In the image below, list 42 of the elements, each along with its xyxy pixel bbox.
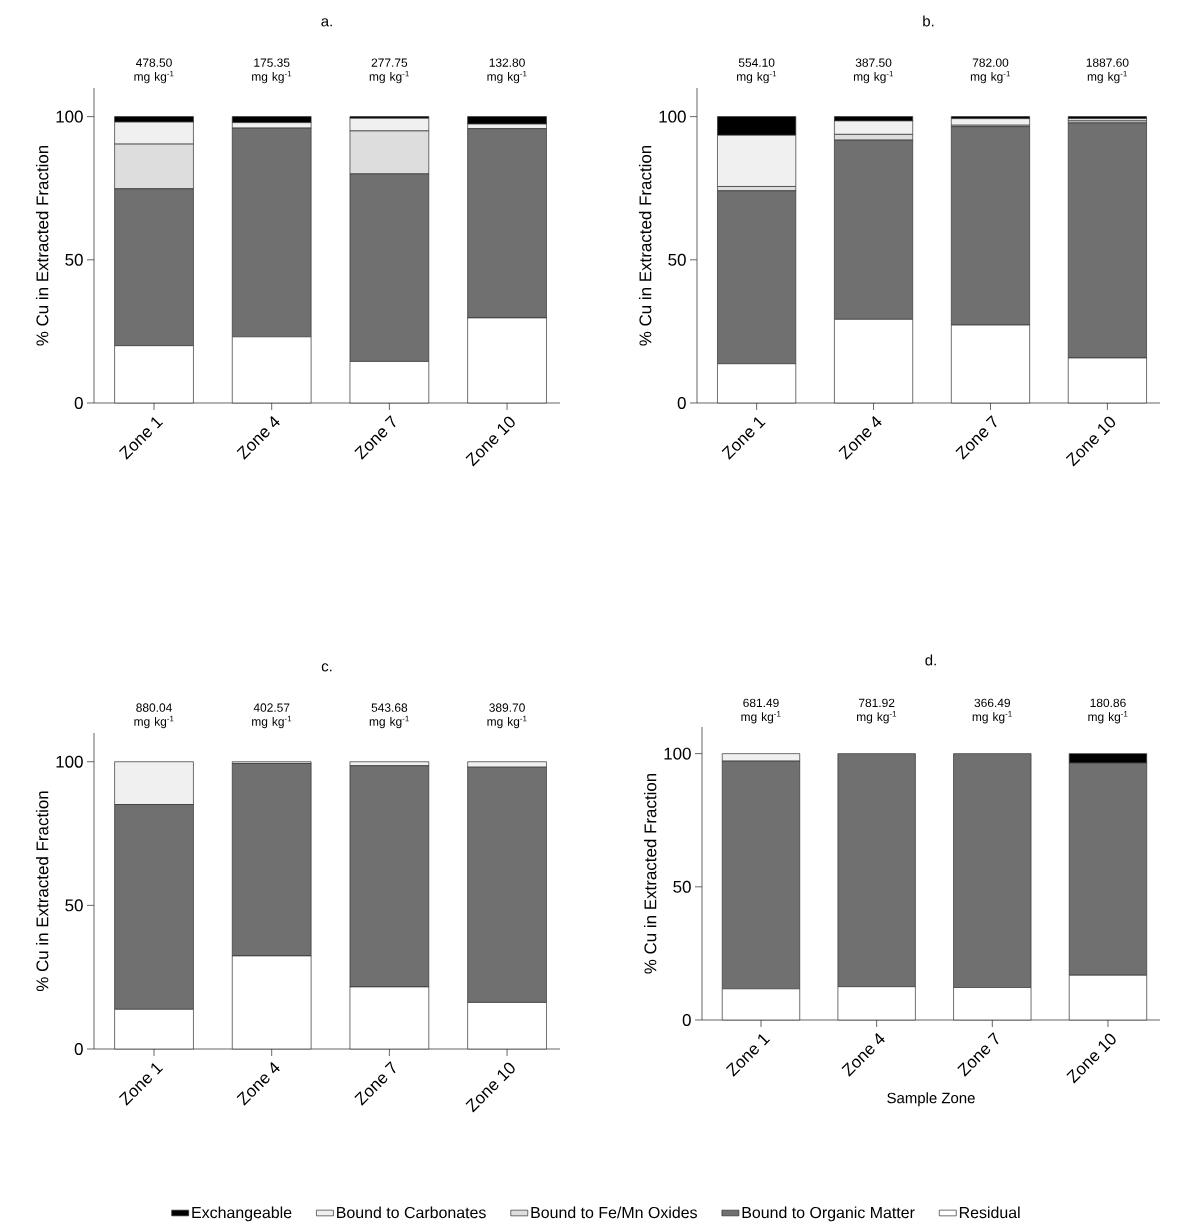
- y-tick-label: 100: [664, 747, 691, 760]
- text: 389.70 mg kg$^{-1}$: [487, 703, 527, 729]
- y-tick-label: 100: [56, 110, 83, 123]
- legend-label: Bound to Fe/Mn Oxides: [531, 1206, 697, 1219]
- text: 782.00 mg kg$^{-1}$: [970, 58, 1010, 84]
- text: 132.80 mg kg$^{-1}$: [487, 58, 527, 84]
- text: 554.10 mg kg$^{-1}$: [737, 58, 777, 84]
- y-tick-label: 0: [677, 396, 686, 409]
- text: 277.75 mg kg$^{-1}$: [369, 58, 409, 84]
- y-axis-title: % Cu in Extracted Fraction: [638, 145, 652, 346]
- y-tick-label: 100: [659, 110, 686, 123]
- text: 402.57 mg kg$^{-1}$: [252, 703, 292, 729]
- text: 387.50 mg kg$^{-1}$: [853, 58, 894, 84]
- y-tick-label: 100: [56, 755, 83, 768]
- y-tick-label: 50: [65, 253, 83, 266]
- chart-title: d.: [925, 654, 936, 666]
- y-tick-label: 50: [673, 880, 691, 893]
- y-tick-label: 50: [65, 899, 83, 912]
- y-axis-title: % Cu in Extracted Fraction: [35, 791, 49, 992]
- x-axis-title: Sample Zone: [887, 1092, 975, 1107]
- y-tick-label: 0: [682, 1014, 691, 1026]
- y-tick-label: 0: [74, 396, 83, 409]
- text: 366.49 mg kg$^{-1}$: [972, 698, 1012, 724]
- text: 781.92 mg kg$^{-1}$: [857, 698, 897, 724]
- legend-label: Residual: [959, 1206, 1020, 1219]
- text: 478.50 mg kg$^{-1}$: [134, 58, 174, 84]
- text: 180.86 mg kg$^{-1}$: [1088, 698, 1128, 724]
- y-tick-label: 50: [668, 253, 686, 266]
- chart-title: a.: [321, 18, 332, 27]
- text: 1887.60 mg kg$^{-1}$: [1086, 58, 1129, 84]
- text: 681.49 mg kg$^{-1}$: [741, 698, 781, 724]
- legend-label: Exchangeable: [192, 1206, 292, 1222]
- y-axis-title: % Cu in Extracted Fraction: [35, 145, 49, 346]
- y-axis-title: % Cu in Extracted Fraction: [643, 773, 657, 974]
- chart-title: b.: [923, 15, 934, 27]
- y-tick-label: 0: [74, 1043, 83, 1055]
- legend-label: Bound to Carbonates: [337, 1206, 486, 1219]
- legend-label: Bound to Organic Matter: [742, 1206, 915, 1222]
- chart-title: c.: [321, 663, 332, 672]
- text: 880.04 mg kg$^{-1}$: [134, 703, 174, 729]
- text: 543.68 mg kg$^{-1}$: [369, 703, 409, 729]
- text: 175.35 mg kg$^{-1}$: [252, 58, 292, 84]
